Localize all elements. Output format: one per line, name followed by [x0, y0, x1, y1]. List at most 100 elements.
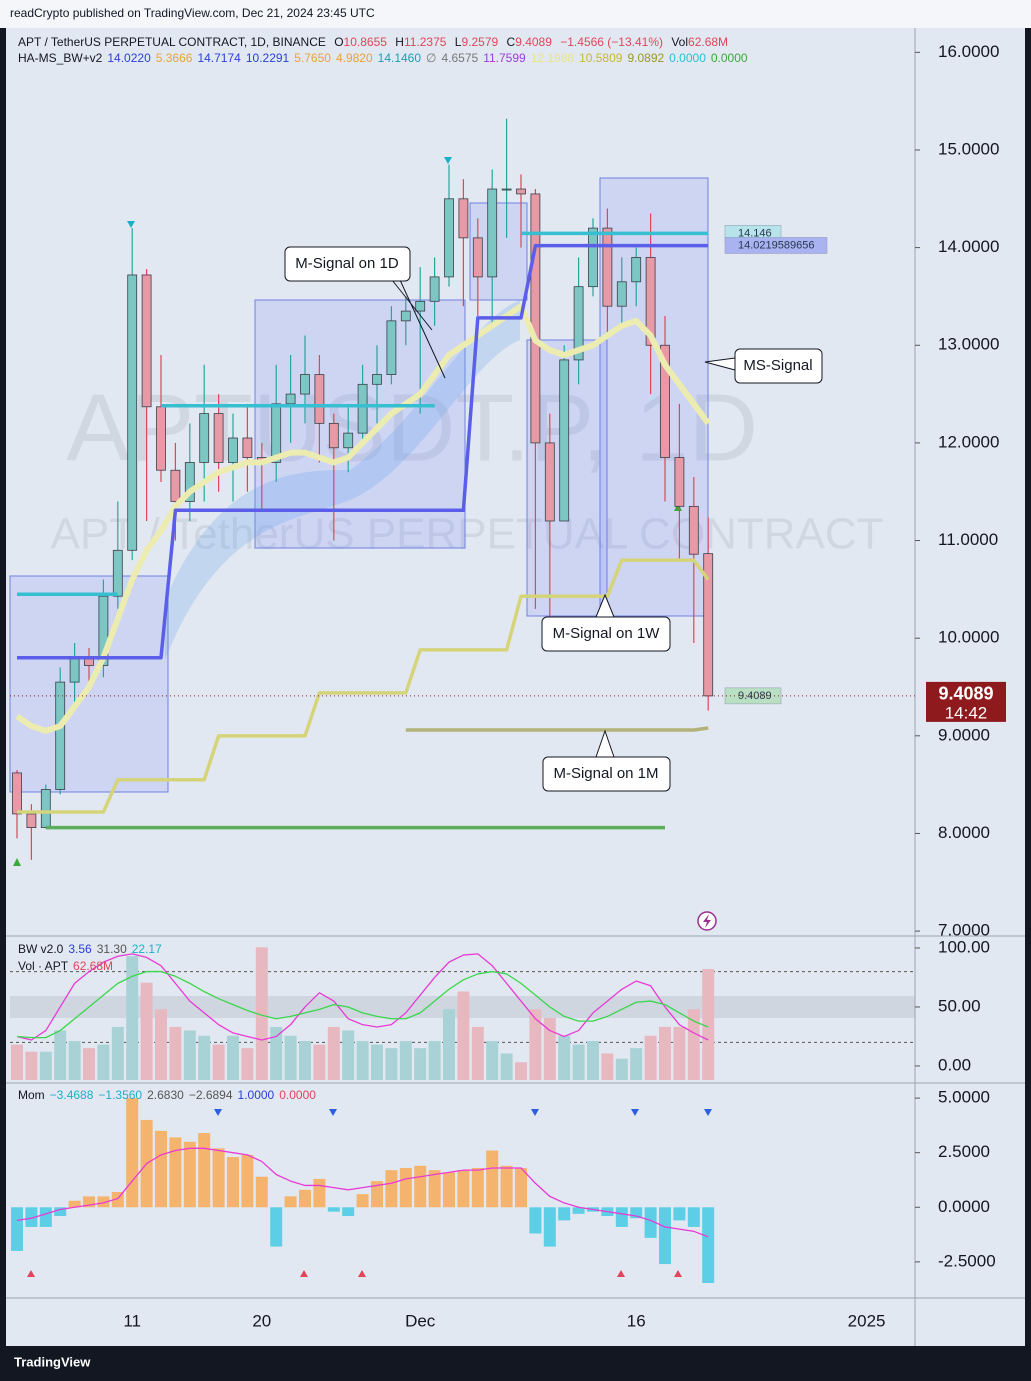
- series-line: [17, 231, 709, 596]
- arrow-up: [300, 1270, 308, 1277]
- candle-body: [616, 281, 627, 307]
- arrow-up: [27, 1270, 35, 1277]
- series-line: [17, 558, 710, 814]
- volume-bar: [284, 1035, 297, 1080]
- volume-bar: [155, 1009, 167, 1080]
- candle-body: [516, 188, 526, 195]
- legend-value: 9.0892: [627, 51, 665, 65]
- momentum-bar: [428, 1170, 441, 1208]
- volume-bar: [587, 1041, 599, 1080]
- candle-body: [170, 469, 181, 502]
- arrow-down: [214, 1109, 222, 1116]
- x-tick-label: Dec: [405, 1311, 436, 1330]
- momentum-bar: [543, 1207, 556, 1247]
- candle-body: [271, 403, 282, 463]
- volume-bar: [241, 1048, 254, 1080]
- arrow-up: [358, 1270, 366, 1277]
- volume-bar: [327, 1026, 340, 1080]
- legend-value: 11.7599: [483, 51, 526, 65]
- momentum-bar: [299, 1189, 311, 1208]
- y-tick-label: 2.5000: [938, 1142, 990, 1161]
- indicator-legend: HA-MS_BW+v2 14.0220 5.3666 14.7174 10.2291 5.…: [18, 51, 753, 65]
- candle-body: [573, 286, 584, 361]
- momentum-bar: [83, 1196, 95, 1208]
- candle-body: [141, 274, 152, 408]
- arrow-down: [631, 1109, 639, 1116]
- header-bar: [0, 0, 1031, 28]
- momentum-bar: [183, 1141, 196, 1208]
- legend-name: Mom: [18, 1088, 45, 1102]
- legend-key: L: [454, 35, 462, 49]
- volume-bar: [11, 1044, 23, 1080]
- candle-body: [429, 276, 440, 302]
- callout-text: M-Signal on 1W: [553, 625, 661, 642]
- volume-bar: [39, 1051, 52, 1080]
- candle-body: [501, 188, 512, 191]
- y-tick-label: 12.0000: [938, 432, 999, 451]
- legend-value: 5.3666: [155, 51, 193, 65]
- candle-body: [631, 256, 642, 283]
- callout-pointer: [595, 729, 615, 758]
- x-tick-label: 11: [123, 1311, 141, 1330]
- volume-bar: [572, 1044, 585, 1080]
- callout-text: M-Signal on 1D: [295, 255, 399, 272]
- arrow-down: [531, 1109, 539, 1116]
- candle-body: [328, 422, 339, 449]
- volume-bar: [457, 991, 470, 1080]
- momentum-bar: [558, 1207, 571, 1221]
- volume-bar: [673, 1026, 686, 1080]
- y-tick-label: 8.0000: [938, 823, 990, 842]
- momentum-bar: [126, 1098, 139, 1208]
- legend-value: 0.0000: [279, 1088, 316, 1102]
- arrow-down: [127, 221, 135, 228]
- series-line: [15, 303, 711, 734]
- candle-body: [40, 789, 51, 828]
- legend-value: 9.4089: [515, 35, 552, 49]
- volume-bar: [615, 1058, 628, 1080]
- volume-bar: [255, 947, 268, 1080]
- legend-name: Vol · APT: [18, 959, 69, 973]
- volume-bar: [486, 1041, 499, 1080]
- level-label-box: [724, 237, 828, 254]
- momentum-bar: [39, 1207, 52, 1227]
- main-legend: APT / TetherUS PERPETUAL CONTRACT, 1D, B…: [18, 35, 733, 49]
- legend-value: ∅: [426, 51, 437, 65]
- volume-bar: [471, 1026, 484, 1080]
- level-label: 14.146: [738, 227, 772, 239]
- y-tick-label: 0.0000: [938, 1197, 990, 1216]
- candle-body: [69, 657, 80, 683]
- candle-body: [415, 300, 426, 312]
- momentum-bar: [54, 1207, 67, 1217]
- callout-box: [541, 616, 671, 652]
- volume-bar: [270, 1026, 283, 1080]
- momentum-bar: [313, 1178, 326, 1208]
- momentum-bar: [687, 1207, 700, 1227]
- momentum-bar: [457, 1170, 470, 1208]
- volume-bar: [212, 1044, 225, 1080]
- y-tick-label: 100.00: [938, 937, 990, 956]
- y-tick-label: 7.0000: [938, 921, 990, 940]
- candle-body: [400, 310, 411, 322]
- volume-bar: [630, 1048, 643, 1080]
- candle-body: [372, 374, 382, 385]
- candle-body: [645, 256, 656, 346]
- volume-bar: [500, 1053, 513, 1080]
- x-tick-label: 16: [627, 1311, 646, 1330]
- arrow-up: [674, 1270, 682, 1277]
- momentum-bar: [399, 1167, 412, 1208]
- legend-value: 31.30: [96, 942, 127, 956]
- volume-bar: [68, 1041, 81, 1080]
- legend-key: H: [395, 35, 404, 49]
- callout-pointer: [391, 279, 446, 379]
- candle-body: [55, 681, 66, 790]
- candle-body: [285, 393, 296, 405]
- candle-body: [184, 462, 195, 502]
- callout-box: [542, 756, 671, 792]
- momentum-bar: [356, 1194, 369, 1208]
- volume-bar: [198, 1035, 211, 1080]
- volume-bar: [25, 1051, 38, 1080]
- candle-body: [156, 406, 166, 471]
- last-price-box: [926, 681, 1006, 722]
- momentum-bar: [414, 1165, 427, 1208]
